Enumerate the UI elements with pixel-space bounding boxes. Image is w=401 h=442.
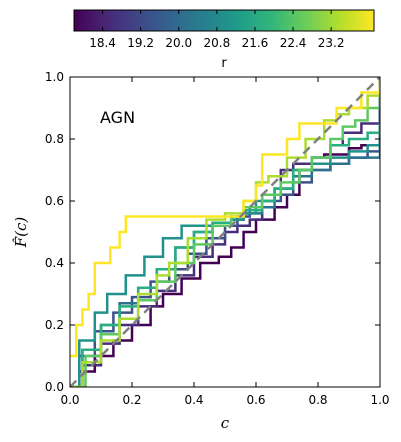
- colorbar-tick-label: 23.2: [318, 36, 345, 50]
- x-tick-label: 0.0: [60, 393, 79, 407]
- x-tick-label: 0.6: [246, 393, 265, 407]
- series-line: [70, 77, 380, 387]
- x-tick-label: 0.2: [122, 393, 141, 407]
- colorbar-label: r: [221, 56, 227, 71]
- colorbar-ticks: 18.4 19.2 20.0 20.8 21.6 22.4 23.2: [89, 10, 345, 50]
- x-tick-label: 1.0: [370, 393, 389, 407]
- y-tick-label: 0.8: [45, 132, 64, 146]
- y-axis-label: F̂(c): [12, 217, 30, 249]
- colorbar-tick-label: 20.0: [165, 36, 192, 50]
- axis-ticks: 0.0 0.2 0.4 0.6 0.8 1.0 0.0 0.2 0.4 0.6 0.8 1.0: [45, 70, 390, 407]
- y-tick-label: 0.0: [45, 380, 64, 394]
- x-tick-label: 0.4: [184, 393, 203, 407]
- plot-annotation: AGN: [100, 108, 135, 127]
- y-tick-label: 1.0: [45, 70, 64, 84]
- colorbar-tick-label: 18.4: [89, 36, 116, 50]
- colorbar-gradient: [73, 9, 375, 32]
- colorbar-tick-label: 20.8: [203, 36, 230, 50]
- x-tick-label: 0.8: [308, 393, 327, 407]
- y-tick-label: 0.2: [45, 318, 64, 332]
- colorbar-tick-label: 21.6: [242, 36, 269, 50]
- reference-line: [70, 77, 380, 387]
- y-tick-label: 0.6: [45, 194, 64, 208]
- x-axis-label: c: [221, 414, 230, 432]
- y-tick-label: 0.4: [45, 256, 64, 270]
- series-line: [70, 77, 380, 358]
- colorbar: 18.4 19.2 20.0 20.8 21.6 22.4 23.2 r: [73, 9, 375, 71]
- plot-frame: [69, 76, 381, 388]
- colorbar-tick-label: 19.2: [127, 36, 154, 50]
- plot-area: 0.0 0.2 0.4 0.6 0.8 1.0 0.0 0.2 0.4 0.6 0.8 1.0 AGN: [45, 70, 390, 407]
- series-lines: [70, 77, 380, 387]
- colorbar-tick-label: 22.4: [280, 36, 307, 50]
